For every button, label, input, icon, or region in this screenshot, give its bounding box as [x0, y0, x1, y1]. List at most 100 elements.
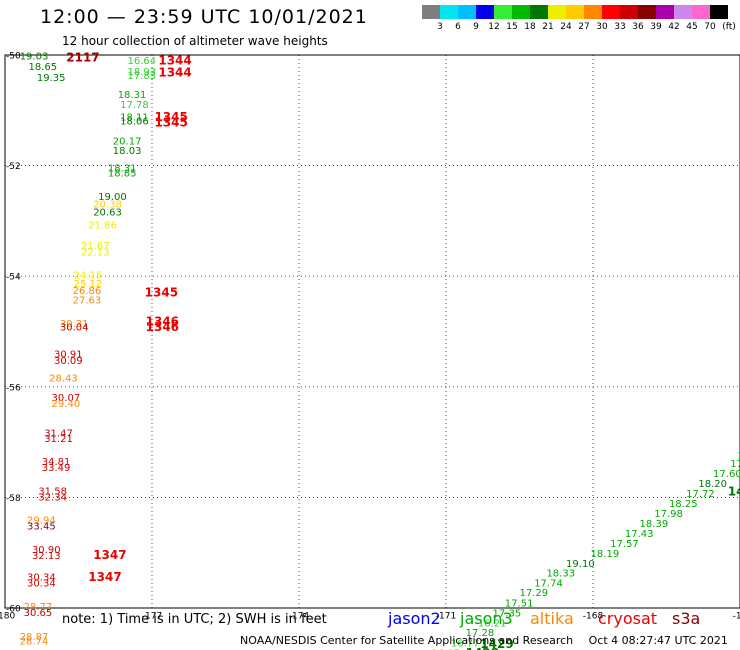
wave-height-label: 19.00: [98, 192, 127, 203]
wave-height-label: 21.86: [88, 220, 117, 231]
wave-height-label: 17.57: [610, 539, 639, 550]
y-tick-label: -58: [6, 494, 21, 504]
y-tick-label: -50: [6, 52, 21, 62]
legend-swatch: [548, 5, 566, 19]
legend-s3a: s3a: [672, 609, 701, 628]
legend-altika: altika: [530, 609, 574, 628]
wave-height-label: 18.19: [591, 549, 620, 560]
wave-height-label: 17.98: [654, 509, 683, 520]
pass-time-label: 2117: [66, 50, 99, 64]
wave-height-label: 16.77: [451, 638, 480, 649]
wave-height-label: 31.47: [44, 428, 73, 439]
legend-swatch: [692, 5, 710, 19]
pass-time-label: 1344: [158, 66, 191, 80]
wave-height-label: 28.77: [24, 602, 53, 613]
wave-height-label: 28.87: [20, 632, 49, 643]
y-tick-label: -52: [6, 162, 21, 172]
wave-height-label: 31.21: [44, 434, 73, 445]
wave-height-label: 29.40: [52, 399, 81, 410]
legend-label: 12: [488, 22, 500, 32]
wave-height-label: 32.34: [38, 492, 67, 503]
wave-height-label: 30.65: [24, 608, 53, 619]
pass-time-label: 1345: [154, 116, 187, 130]
wave-height-label: 17.74: [534, 579, 563, 590]
legend-label: 45: [686, 22, 698, 32]
wave-height-label: 30.31: [60, 319, 89, 330]
wave-height-label: 17.35: [493, 609, 522, 620]
legend-swatch: [494, 5, 512, 19]
x-tick-label: -171: [436, 612, 456, 622]
wave-height-label: 17.96: [730, 459, 740, 470]
legend-label: 6: [455, 22, 461, 32]
wave-height-label: 26.86: [73, 286, 102, 297]
pass-time-label: 1429: [480, 637, 513, 650]
wave-height-label: 18.20: [698, 479, 727, 490]
pass-time-label: 1346: [146, 320, 179, 334]
wave-height-label: 19.35: [37, 73, 66, 84]
wave-height-label: 17.78: [120, 100, 149, 111]
legend-swatch: [584, 5, 602, 19]
wave-height-label: 18.11: [120, 112, 149, 123]
footnote: note: 1) Time is in UTC; 2) SWH is in fe…: [62, 612, 327, 627]
axis-ticks: -180 -177 -174 -171 -168 -16 -50 -52 -54 -56 -58 -6…: [0, 52, 740, 622]
wave-height-label: 29.94: [27, 516, 56, 527]
legend-swatch: [674, 5, 692, 19]
wave-height-label: 17.72: [686, 489, 715, 500]
legend-label: 36: [632, 22, 644, 32]
wave-height-label: 18.93: [128, 67, 157, 78]
pass-time-label: 1347: [93, 548, 126, 562]
pass-time-label: 1428: [466, 646, 499, 650]
y-tick-label: -60: [6, 605, 21, 615]
wave-height-label: 30.90: [32, 545, 61, 556]
legend-label: 21: [542, 22, 554, 32]
legend-swatch: [602, 5, 620, 19]
legend-label: 33: [614, 22, 626, 32]
grid-lines: [5, 55, 740, 608]
wave-height-label: 17.28: [466, 628, 495, 639]
wave-height-label: 32.13: [32, 551, 61, 562]
wave-height-label: 17.43: [625, 529, 654, 540]
wave-height-label: 33.49: [42, 463, 71, 474]
wave-height-label: 19.03: [20, 52, 49, 63]
wave-height-label: 24.15: [74, 271, 103, 282]
legend-label: 27: [578, 22, 590, 32]
legend-swatch: [656, 5, 674, 19]
legend-label: 15: [506, 22, 518, 32]
x-tick-label: -16: [733, 612, 740, 622]
wave-height-label: 21.67: [81, 241, 110, 252]
legend-swatch: [512, 5, 530, 19]
wave-height-label: 18.39: [640, 519, 669, 530]
pass-time-label: 1347: [88, 570, 121, 584]
wave-height-label: 30.34: [27, 573, 56, 584]
wave-height-label: 16.21: [478, 618, 507, 629]
wave-height-label: 17.29: [520, 588, 549, 599]
legend-swatch: [530, 5, 548, 19]
legend-label: 39: [650, 22, 662, 32]
wave-height-label: 18.65: [29, 62, 58, 73]
wave-height-label: 17.60: [713, 469, 740, 480]
legend-swatch: [620, 5, 638, 19]
wave-height-label: 20.63: [93, 208, 122, 219]
legend-swatch: [422, 5, 440, 19]
wave-height-label: 27.63: [73, 296, 102, 307]
pass-time-label: 1430: [728, 484, 740, 498]
wave-height-label: 22.13: [81, 247, 110, 258]
legend-swatch: [710, 5, 728, 19]
wave-height-label: 18.33: [546, 569, 575, 580]
chart-title: 12:00 — 23:59 UTC 10/01/2021: [40, 6, 368, 28]
wave-height-label: 30.91: [54, 350, 83, 361]
wave-height-label: 20.17: [113, 136, 142, 147]
footer: NOAA/NESDIS Center for Satellite Applica…: [240, 634, 728, 647]
wave-height-label: 31.58: [38, 486, 67, 497]
legend-swatch: [566, 5, 584, 19]
wave-height-label: 18.03: [113, 146, 142, 157]
legend-swatch: [638, 5, 656, 19]
legend-swatch: [476, 5, 494, 19]
wave-height-label: 30.09: [54, 356, 83, 367]
pass-time-label: 1346: [146, 315, 179, 329]
y-tick-label: -56: [6, 383, 21, 393]
x-tick-label: -174: [289, 612, 310, 622]
